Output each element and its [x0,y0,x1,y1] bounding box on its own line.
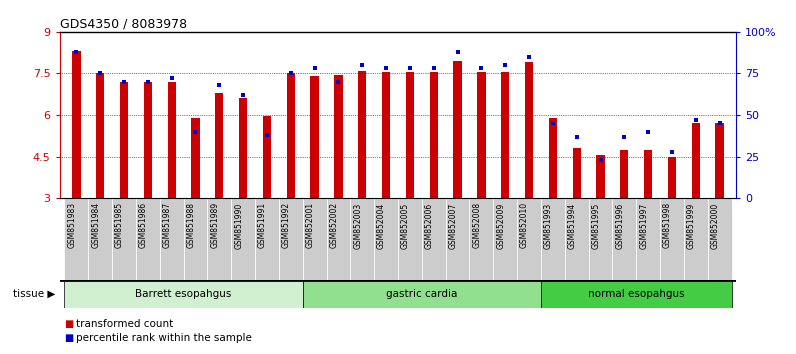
Bar [326,198,350,280]
Text: GSM851998: GSM851998 [663,202,672,249]
Bar [231,198,255,280]
Bar [548,118,557,198]
Text: GSM852008: GSM852008 [472,202,482,249]
Bar [668,156,676,198]
Bar [430,72,438,198]
Text: ■: ■ [64,319,73,329]
Bar [660,198,684,280]
Bar [184,198,208,280]
Text: GSM851992: GSM851992 [282,202,291,249]
Text: GSM851987: GSM851987 [162,202,172,249]
Bar [644,150,652,198]
Bar [406,72,414,198]
Text: GSM852009: GSM852009 [496,202,505,249]
Bar [478,72,486,198]
Bar [112,198,136,280]
Bar [144,82,152,198]
Text: percentile rank within the sample: percentile rank within the sample [76,333,252,343]
Bar [494,198,517,280]
Bar [596,155,605,198]
Text: GSM851995: GSM851995 [591,202,600,249]
Text: GSM851986: GSM851986 [139,202,148,249]
Bar [88,198,112,280]
Text: GSM852003: GSM852003 [353,202,362,249]
Bar [334,75,342,198]
Bar [215,93,224,198]
Text: GSM852004: GSM852004 [377,202,386,249]
Text: GSM852005: GSM852005 [401,202,410,249]
Bar [302,280,541,308]
Bar [72,51,80,198]
Text: GSM851983: GSM851983 [68,202,76,249]
Text: GSM852010: GSM852010 [520,202,529,249]
Text: transformed count: transformed count [76,319,173,329]
Text: GSM852000: GSM852000 [711,202,720,249]
Bar [517,198,541,280]
Bar [612,198,636,280]
Bar [191,118,200,198]
Bar [208,198,231,280]
Bar [708,198,732,280]
Bar [287,74,295,198]
Bar [422,198,446,280]
Text: GSM852002: GSM852002 [330,202,338,249]
Text: gastric cardia: gastric cardia [386,289,458,299]
Bar [541,198,565,280]
Bar [398,198,422,280]
Bar [96,74,104,198]
Text: GSM852007: GSM852007 [449,202,458,249]
Text: tissue ▶: tissue ▶ [14,289,56,299]
Bar [565,198,588,280]
Bar [382,72,390,198]
Bar [64,280,302,308]
Text: GDS4350 / 8083978: GDS4350 / 8083978 [60,18,187,31]
Bar [263,116,271,198]
Bar [160,198,184,280]
Bar [684,198,708,280]
Bar [64,198,88,280]
Bar [302,198,326,280]
Bar [454,61,462,198]
Bar [541,280,732,308]
Bar [120,82,128,198]
Text: normal esopahgus: normal esopahgus [588,289,685,299]
Text: GSM851997: GSM851997 [639,202,648,249]
Text: GSM852006: GSM852006 [425,202,434,249]
Bar [525,62,533,198]
Text: GSM851993: GSM851993 [544,202,553,249]
Bar [279,198,302,280]
Text: Barrett esopahgus: Barrett esopahgus [135,289,232,299]
Bar [692,124,700,198]
Text: GSM851996: GSM851996 [615,202,624,249]
Bar [501,72,509,198]
Text: GSM851984: GSM851984 [92,202,100,249]
Bar [350,198,374,280]
Bar [167,82,176,198]
Text: GSM851985: GSM851985 [115,202,124,249]
Bar [716,124,724,198]
Text: GSM851988: GSM851988 [186,202,196,248]
Bar [446,198,470,280]
Bar [620,150,629,198]
Bar [255,198,279,280]
Text: GSM851994: GSM851994 [568,202,576,249]
Bar [136,198,160,280]
Text: GSM851989: GSM851989 [210,202,220,249]
Text: GSM851990: GSM851990 [234,202,243,249]
Bar [374,198,398,280]
Bar [470,198,494,280]
Text: GSM852001: GSM852001 [306,202,314,249]
Text: GSM851999: GSM851999 [687,202,696,249]
Bar [358,71,366,198]
Bar [588,198,612,280]
Bar [239,98,248,198]
Bar [310,76,318,198]
Bar [572,148,581,198]
Text: ■: ■ [64,333,73,343]
Bar [636,198,660,280]
Text: GSM851991: GSM851991 [258,202,267,249]
